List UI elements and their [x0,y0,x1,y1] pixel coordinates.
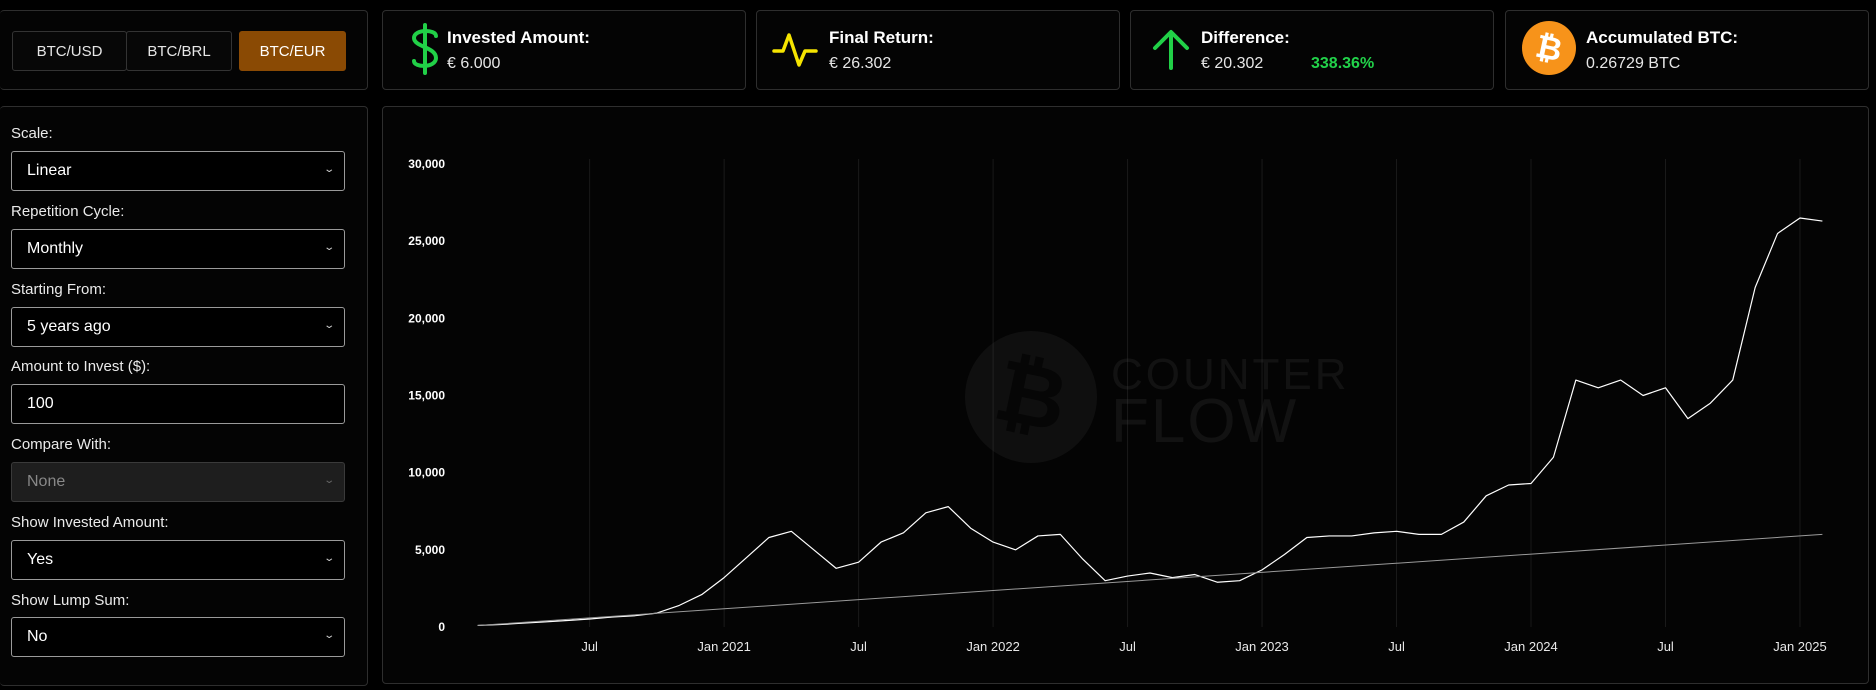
y-tick-label: 0 [438,620,445,634]
chevron-down-icon: ⌄ [322,164,335,175]
compare-with-label: Compare With: [11,436,112,453]
scale-select-value: Linear [27,162,72,179]
chart-panel: ₿ COUNTER FLOW 0 5,000 10,000 15,000 20,000 2… [382,106,1869,684]
scale-select[interactable]: Linear ⌄ [11,151,345,191]
repetition-cycle-label: Repetition Cycle: [11,203,125,220]
counterflow-watermark: ₿ COUNTER FLOW [965,331,1350,463]
chevron-down-icon: ⌄ [322,475,335,486]
x-tick-label: Jan 2024 [1504,639,1558,654]
amount-to-invest-value: 100 [27,395,54,412]
x-tick-label: Jan 2023 [1235,639,1289,654]
dca-chart: ₿ COUNTER FLOW 0 5,000 10,000 15,000 20,000 2… [383,107,1870,685]
arrow-up-icon [1147,21,1195,77]
invested-amount-card: Invested Amount: € 6.000 [382,10,746,90]
x-tick-label: Jan 2021 [697,639,751,654]
watermark-line1: COUNTER [1111,350,1350,399]
difference-percent: 338.36% [1311,55,1375,72]
invested-amount-label: Invested Amount: [447,28,590,47]
difference-value: € 20.302 [1201,55,1264,72]
dollar-icon [401,21,449,77]
x-tick-label: Jul [850,639,867,654]
difference-card: Difference: € 20.302 338.36% [1130,10,1494,90]
chevron-down-icon: ⌄ [322,553,335,564]
final-return-label: Final Return: [829,28,934,47]
y-tick-label: 25,000 [408,234,445,248]
x-tick-label: Jan 2022 [966,639,1020,654]
accumulated-btc-label: Accumulated BTC: [1586,28,1739,47]
x-tick-label: Jan 2025 [1773,639,1827,654]
invested-amount-value: € 6.000 [447,55,501,72]
amount-to-invest-input[interactable]: 100 [11,384,345,424]
show-invested-amount-label: Show Invested Amount: [11,514,169,531]
scale-label: Scale: [11,125,53,142]
y-tick-label: 30,000 [408,157,445,171]
compare-with-select: None ⌄ [11,462,345,502]
show-invested-amount-value: Yes [27,551,54,568]
x-tick-label: Jul [1119,639,1136,654]
btc-brl-button[interactable]: BTC/BRL [126,31,232,71]
starting-from-value: 5 years ago [27,318,111,335]
show-invested-amount-select[interactable]: Yes ⌄ [11,540,345,580]
invested-amount-line [477,533,1823,626]
amount-to-invest-label: Amount to Invest ($): [11,358,151,375]
btc-eur-button[interactable]: BTC/EUR [239,31,346,71]
watermark-line2: FLOW [1111,387,1298,456]
y-tick-label: 15,000 [408,389,445,403]
show-lump-sum-value: No [27,628,48,645]
final-return-value: € 26.302 [829,55,892,72]
portfolio-value-line [477,217,1823,627]
chevron-down-icon: ⌄ [322,242,335,253]
x-tick-label: Jul [1657,639,1674,654]
starting-from-select[interactable]: 5 years ago ⌄ [11,307,345,347]
y-tick-label: 5,000 [415,543,445,557]
repetition-cycle-value: Monthly [27,240,84,257]
chevron-down-icon: ⌄ [322,320,335,331]
chevron-down-icon: ⌄ [322,630,335,641]
show-lump-sum-label: Show Lump Sum: [11,592,130,609]
pulse-icon [771,21,819,77]
accumulated-btc-card: ₿ Accumulated BTC: 0.26729 BTC [1505,10,1869,90]
repetition-cycle-select[interactable]: Monthly ⌄ [11,229,345,269]
chart-svg: ₿ COUNTER FLOW 0 5,000 10,000 15,000 20,000 2… [408,157,1827,654]
y-tick-label: 20,000 [408,311,445,325]
y-tick-label: 10,000 [408,466,445,480]
compare-with-value: None [27,473,66,490]
show-lump-sum-select[interactable]: No ⌄ [11,617,345,657]
btc-usd-button[interactable]: BTC/USD [12,31,127,71]
final-return-card: Final Return: € 26.302 [756,10,1120,90]
starting-from-label: Starting From: [11,281,107,298]
difference-label: Difference: [1201,28,1290,47]
accumulated-btc-value: 0.26729 BTC [1586,55,1681,72]
x-tick-label: Jul [581,639,598,654]
bitcoin-icon: ₿ [1520,19,1578,77]
x-tick-label: Jul [1388,639,1405,654]
